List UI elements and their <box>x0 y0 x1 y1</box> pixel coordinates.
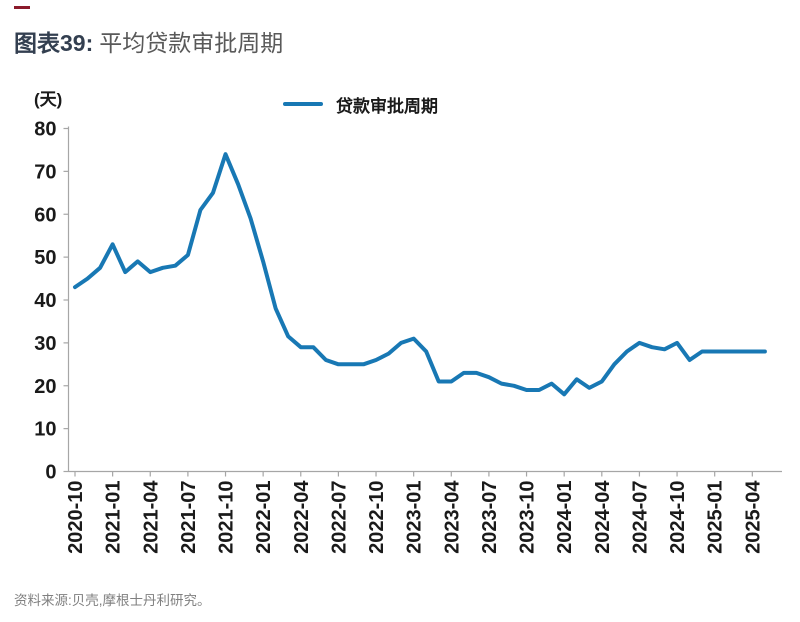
x-tick-label: 2025-01 <box>705 481 727 554</box>
legend-label: 贷款审批周期 <box>336 96 438 116</box>
source-note: 资料来源:贝壳,摩根士丹利研究。 <box>14 593 211 608</box>
x-tick-label: 2021-04 <box>140 480 162 554</box>
figure-number: 图表39: <box>14 30 94 56</box>
x-tick-label: 2020-10 <box>65 481 87 554</box>
x-tick-label: 2024-01 <box>554 481 576 554</box>
legend-line-swatch <box>283 101 323 107</box>
x-tick-label: 2024-04 <box>592 480 614 554</box>
y-tick-label: 30 <box>34 333 56 355</box>
y-tick-label: 70 <box>34 161 56 183</box>
y-tick-label: 0 <box>45 462 56 484</box>
x-tick-label: 2023-07 <box>479 481 501 554</box>
x-tick-label: 2024-10 <box>667 481 689 554</box>
x-tick-label: 2021-10 <box>216 481 238 554</box>
x-tick-label: 2021-07 <box>178 481 200 554</box>
x-tick-label: 2022-04 <box>291 480 313 554</box>
y-tick-label: 80 <box>34 119 56 141</box>
figure-name: 平均贷款审批周期 <box>99 30 284 56</box>
series-line-loan-approval-cycle <box>73 152 767 397</box>
x-tick-label: 2021-01 <box>103 481 125 554</box>
figure-top-rule <box>14 6 30 9</box>
x-tick-label: 2022-10 <box>366 481 388 554</box>
x-tick-label: 2023-01 <box>404 481 426 554</box>
y-tick-label: 40 <box>34 290 56 312</box>
y-tick-label: 10 <box>34 419 56 441</box>
y-tick-label: 50 <box>34 247 56 269</box>
y-tick-label: 60 <box>34 204 56 226</box>
x-tick-label: 2023-04 <box>441 480 463 554</box>
x-tick-label: 2023-10 <box>517 481 539 554</box>
x-tick-label: 2024-07 <box>629 481 651 554</box>
x-tick-label: 2025-04 <box>742 480 764 554</box>
figure-title: 图表39: 平均贷款审批周期 <box>14 28 283 58</box>
y-tick-label: 20 <box>34 376 56 398</box>
legend: 贷款审批周期 <box>283 94 438 116</box>
x-tick-label: 2022-01 <box>253 481 275 554</box>
line-chart-plot-area: 0 10 20 30 40 50 60 70 80 2020-10 2021-01 2021-04 20… <box>34 119 782 554</box>
x-tick-label: 2022-07 <box>328 481 350 554</box>
y-axis-unit-label: (天) <box>34 90 63 109</box>
